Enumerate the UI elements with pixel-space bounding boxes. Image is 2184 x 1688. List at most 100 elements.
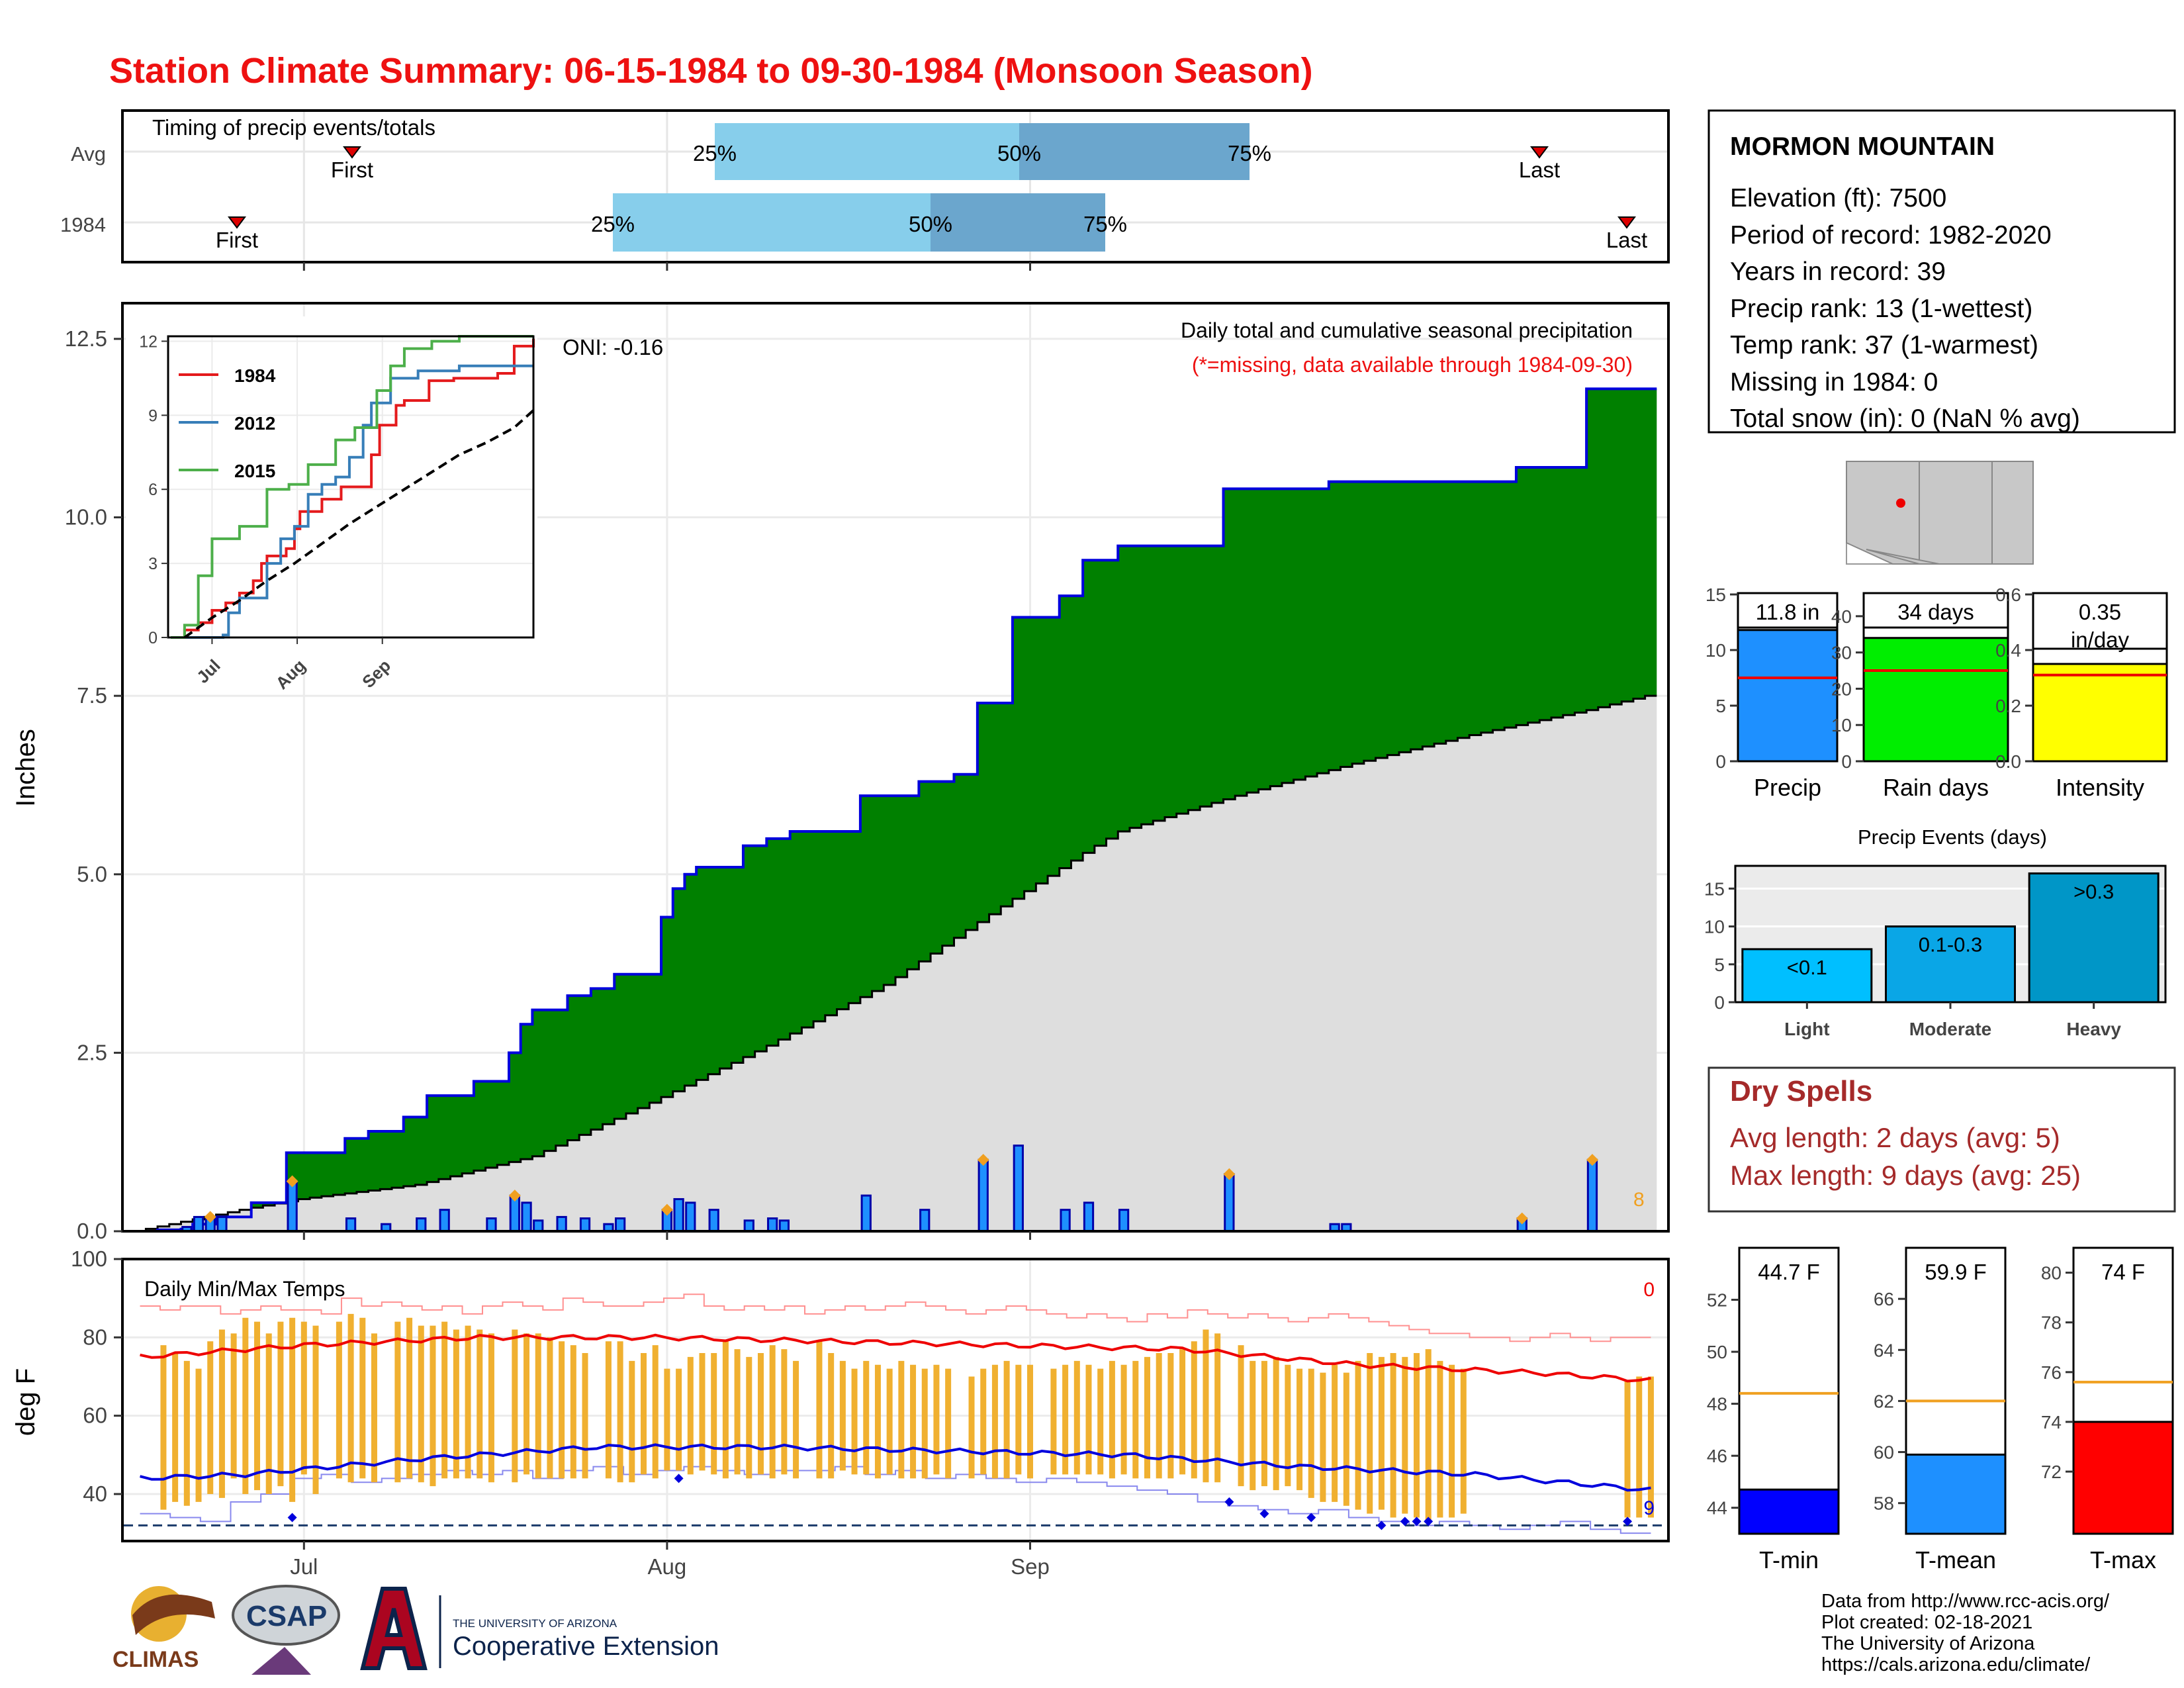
- tmax-bar: [2072, 1421, 2174, 1535]
- daily-precip-bar: [579, 1217, 591, 1233]
- record-low-marker: [674, 1474, 684, 1483]
- tmax-y-tick-label: 76: [2041, 1362, 2062, 1383]
- daily-precip-bar: [1060, 1209, 1071, 1233]
- precip-total-bar: [1737, 629, 1839, 763]
- daily-precip-bar: [1118, 1209, 1130, 1233]
- events-y-tick-label: 5: [1714, 955, 1725, 975]
- precip-y-tick-label: 2.5: [77, 1040, 107, 1064]
- intensity-y-tick-label: 0.2: [1995, 696, 2021, 716]
- average-max-line: [140, 1333, 1651, 1383]
- inset-y-tick-label: 3: [148, 555, 158, 573]
- tmax-y-tick-label: 72: [2041, 1462, 2062, 1482]
- daily-total-marker: [1586, 1154, 1598, 1166]
- daily-precip-bar: [614, 1217, 626, 1233]
- precip-y-tick-label: 12.5: [65, 326, 107, 351]
- footer-line-url: https://cals.arizona.edu/climate/: [1821, 1654, 2091, 1675]
- timing-year-first-marker: [228, 216, 246, 229]
- tmean-bar: [1905, 1453, 2007, 1535]
- average-cumulative-area: [134, 696, 1657, 1231]
- record-max-line: [140, 1293, 1651, 1342]
- tmean-category-label: T-mean: [1915, 1546, 1996, 1573]
- tmean-y-tick-label: 66: [1874, 1289, 1894, 1309]
- tmin-frame: [1738, 1246, 1840, 1535]
- timing-avg-bar-50-75: [1019, 123, 1250, 180]
- record-low-marker: [1224, 1497, 1234, 1507]
- events-y-tick-label: 10: [1704, 917, 1725, 937]
- tmin-chart: 44.7 F 44 46 48 50 52 T-min: [1707, 1246, 1840, 1573]
- daily-precip-bar: [345, 1217, 357, 1233]
- dry-spells-title: Dry Spells: [1730, 1075, 1872, 1107]
- climas-logo-text: CLIMAS: [113, 1647, 199, 1672]
- tmin-y-tick-label: 48: [1707, 1394, 1727, 1415]
- precip-y-tick-label: 7.5: [77, 683, 107, 708]
- csap-cloud-icon: [232, 1585, 340, 1646]
- daily-precip-bar: [1224, 1173, 1235, 1233]
- temp-chart-title: Daily Min/Max Temps: [144, 1277, 345, 1301]
- dry-spells-max-length: Max length: 9 days (avg: 25): [1730, 1160, 2081, 1191]
- events-bar-label: 0.1-0.3: [1919, 933, 1983, 957]
- temp-corner-top: 0: [1643, 1279, 1655, 1301]
- month-tick-label: Jul: [290, 1554, 318, 1579]
- daily-precip-bar: [486, 1217, 497, 1233]
- temp-y-axis-title: deg F: [11, 1368, 40, 1436]
- timing-year-p50-label: 50%: [909, 212, 952, 236]
- month-tick-label: Aug: [648, 1554, 687, 1579]
- precip-total-category-label: Precip: [1754, 774, 1821, 801]
- tmax-value-label: 74 F: [2101, 1260, 2145, 1284]
- tmin-bar: [1738, 1488, 1840, 1535]
- events-bar-label: >0.3: [2073, 880, 2114, 903]
- rain-days-y-tick-label: 10: [1831, 715, 1852, 735]
- daily-precip-bar: [778, 1219, 790, 1233]
- timing-panel: Timing of precip events/totals Avg 1984 …: [60, 109, 1670, 263]
- average-cumulative-line: [134, 694, 1657, 1233]
- events-y-tick-label: 0: [1714, 992, 1725, 1013]
- precip-total-y-tick-label: 10: [1706, 640, 1726, 661]
- rain-days-label-box: [1862, 592, 2009, 629]
- tmax-category-label: T-max: [2090, 1546, 2156, 1573]
- climas-swoosh-icon: [132, 1594, 215, 1635]
- csap-mountain-icon: [251, 1647, 311, 1675]
- rain-days-chart: 34 days 0 10 20 30 40 Rain days: [1831, 592, 2009, 801]
- timing-year-bar-25-50: [613, 193, 931, 252]
- rain-days-value-label: 34 days: [1897, 600, 1974, 624]
- events-x-tick-label: Light: [1784, 1019, 1829, 1039]
- ua-university-text: THE UNIVERSITY OF ARIZONA: [453, 1617, 617, 1630]
- precip-panel: 0.0 2.5 5.0 7.5 10.0 12.5 Inches Daily total …: [11, 302, 1670, 1243]
- station-line-temp-rank: Temp rank: 37 (1-warmest): [1730, 331, 2038, 359]
- intensity-y-tick-label: 0.0: [1995, 751, 2021, 772]
- intensity-bar: [2032, 663, 2168, 763]
- above-average-area: [134, 389, 1657, 1231]
- temp-y-tick-label: 100: [71, 1246, 107, 1271]
- daily-precip-bar: [708, 1209, 719, 1233]
- daily-total-marker: [204, 1211, 216, 1223]
- precip-events-chart: Precip Events (days) <0.1 0.1-0.3 >0.3 Lig…: [1704, 825, 2167, 1039]
- timing-year-first-label: First: [216, 228, 258, 252]
- footer-line-plot-created: Plot created: 02-18-2021: [1821, 1612, 2032, 1633]
- csap-logo-text: CSAP: [246, 1600, 327, 1632]
- timing-year-last-marker: [1617, 216, 1636, 229]
- tmax-y-tick-label: 78: [2041, 1313, 2062, 1333]
- station-name: MORMON MOUNTAIN: [1730, 132, 1995, 161]
- precip-chart-title: Daily total and cumulative seasonal prec…: [1181, 318, 1633, 342]
- cumulative-precip-line: [134, 387, 1657, 1233]
- station-line-years: Years in record: 39: [1730, 258, 1946, 286]
- station-line-missing: Missing in 1984: 0: [1730, 368, 1938, 397]
- intensity-value-label-2: in/day: [2071, 628, 2130, 652]
- tmin-y-tick-label: 46: [1707, 1446, 1727, 1466]
- record-low-marker: [1377, 1521, 1387, 1530]
- tmax-y-tick-label: 74: [2041, 1412, 2062, 1432]
- inset-y-tick-label: 12: [139, 332, 158, 351]
- events-x-tick-label: Heavy: [2066, 1019, 2121, 1039]
- daily-total-marker: [508, 1190, 521, 1202]
- climas-logo: CLIMAS: [113, 1586, 215, 1672]
- station-info-box: MORMON MOUNTAIN Elevation (ft): 7500 Per…: [1707, 109, 2176, 434]
- precip-total-y-tick-label: 0: [1715, 751, 1726, 772]
- page-title: Station Climate Summary: 06-15-1984 to 0…: [109, 51, 1313, 91]
- timing-row-label-year: 1984: [60, 213, 106, 236]
- station-line-period: Period of record: 1982-2020: [1730, 221, 2052, 250]
- state-arizona-shape: [1846, 461, 1920, 565]
- daily-total-marker: [660, 1203, 673, 1216]
- rain-days-bar: [1862, 637, 2009, 763]
